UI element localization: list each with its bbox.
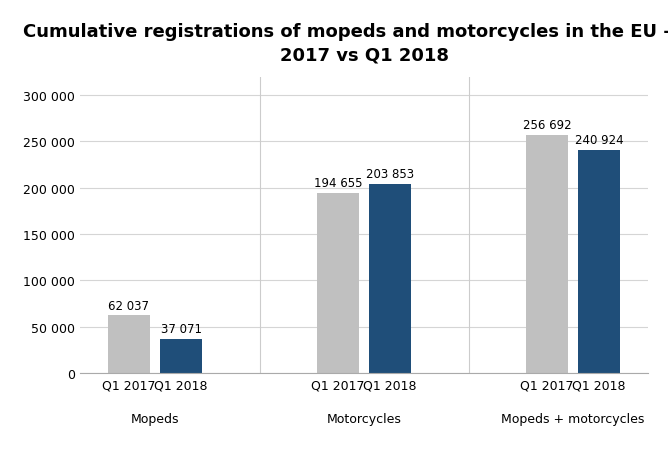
Text: 256 692: 256 692 bbox=[522, 119, 571, 132]
Text: 240 924: 240 924 bbox=[575, 134, 623, 147]
Bar bbox=[317, 193, 359, 373]
Bar bbox=[160, 339, 202, 373]
Text: 203 853: 203 853 bbox=[366, 168, 414, 181]
Bar bbox=[108, 316, 150, 373]
Bar bbox=[578, 151, 620, 373]
Text: Mopeds: Mopeds bbox=[131, 412, 179, 425]
Text: 37 071: 37 071 bbox=[161, 322, 202, 335]
Title: Cumulative registrations of mopeds and motorcycles in the EU - Q1
2017 vs Q1 201: Cumulative registrations of mopeds and m… bbox=[23, 23, 668, 65]
Text: 194 655: 194 655 bbox=[314, 177, 362, 189]
Text: 62 037: 62 037 bbox=[108, 299, 150, 312]
Bar bbox=[369, 185, 411, 373]
Text: Mopeds + motorcycles: Mopeds + motorcycles bbox=[502, 412, 645, 425]
Text: Motorcycles: Motorcycles bbox=[327, 412, 401, 425]
Bar bbox=[526, 136, 568, 373]
